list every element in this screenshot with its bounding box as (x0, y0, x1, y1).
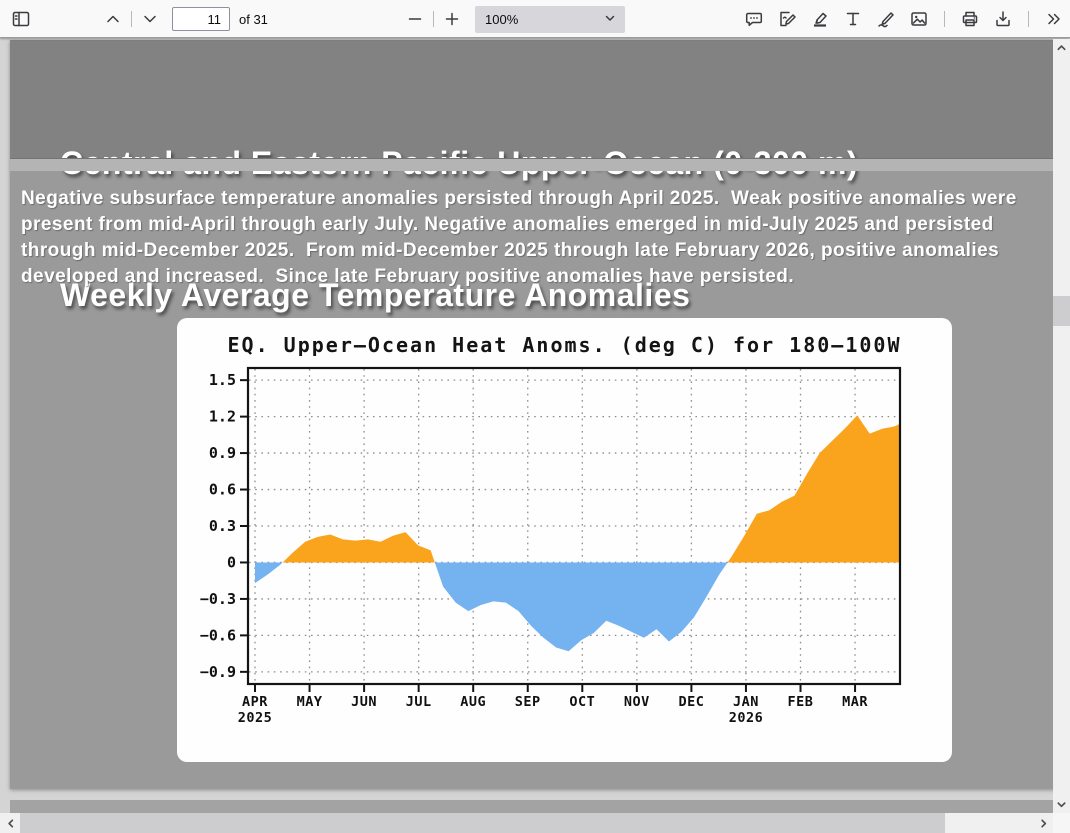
chart-axis-labels: 1.5 1.2 0.9 0.6 0.3 0 −0.3 −0.6 −0.9 APR MAY JUN JUL… (200, 371, 868, 726)
previous-page-button[interactable] (100, 6, 126, 32)
horizontal-scrollbar[interactable] (0, 813, 1053, 833)
svg-text:JAN: JAN (733, 694, 759, 710)
toolbar-divider (131, 11, 132, 27)
page-number-input[interactable] (172, 7, 230, 31)
image-icon (909, 9, 929, 29)
chart-title: EQ. Upper–Ocean Heat Anoms. (deg C) for … (227, 333, 902, 357)
chart-card: EQ. Upper–Ocean Heat Anoms. (deg C) for … (177, 318, 952, 762)
highlighter-icon (810, 9, 830, 29)
scrollbar-corner (1053, 813, 1070, 833)
pdf-toolbar: of 31 100% (0, 0, 1070, 38)
save-button[interactable] (990, 6, 1016, 32)
toolbar-left-group: of 31 (8, 0, 268, 38)
more-tools-button[interactable] (1041, 6, 1067, 32)
svg-text:0.6: 0.6 (209, 481, 236, 499)
print-button[interactable] (957, 6, 983, 32)
chevron-up-icon (103, 9, 123, 29)
zoom-select[interactable]: 100% (475, 5, 625, 33)
zoom-value-label: 100% (485, 11, 519, 27)
sidebar-icon (11, 9, 31, 29)
toolbar-zoom-group: 100% (402, 0, 625, 38)
svg-text:APR: APR (242, 694, 268, 710)
svg-text:AUG: AUG (460, 694, 486, 710)
svg-text:FEB: FEB (788, 694, 814, 710)
svg-text:0.3: 0.3 (209, 517, 236, 535)
toolbar-divider (1028, 11, 1029, 27)
chart-area-series (255, 415, 899, 652)
scroll-left-button[interactable] (0, 813, 20, 833)
svg-text:SEP: SEP (515, 694, 541, 710)
horizontal-scrollbar-thumb[interactable] (20, 813, 945, 833)
scroll-down-button[interactable] (1053, 796, 1070, 813)
toolbar-right-group (741, 0, 1067, 38)
svg-text:JUL: JUL (406, 694, 432, 710)
toolbar-divider (944, 11, 945, 27)
scroll-up-button[interactable] (1053, 39, 1070, 56)
svg-text:2025: 2025 (238, 710, 273, 726)
slide-header: Central and Eastern Pacific Upper-Ocean … (10, 40, 1070, 313)
svg-text:NOV: NOV (624, 694, 650, 710)
highlight-button[interactable] (807, 6, 833, 32)
svg-text:2026: 2026 (729, 710, 764, 726)
page-count-label: of 31 (239, 11, 268, 27)
minus-icon (405, 9, 425, 29)
svg-text:−0.3: −0.3 (200, 590, 236, 608)
text-button[interactable] (840, 6, 866, 32)
svg-text:MAR: MAR (842, 694, 868, 710)
next-page-button[interactable] (137, 6, 163, 32)
comment-icon (744, 9, 764, 29)
scroll-right-button[interactable] (1033, 813, 1053, 833)
pdf-page: Central and Eastern Pacific Upper-Ocean … (10, 40, 1070, 789)
svg-text:0.9: 0.9 (209, 444, 236, 462)
vertical-scrollbar[interactable] (1053, 39, 1070, 813)
signature-button[interactable] (774, 6, 800, 32)
pencil-icon (876, 9, 896, 29)
anomaly-chart: 1.5 1.2 0.9 0.6 0.3 0 −0.3 −0.6 −0.9 APR MAY JUN JUL… (200, 366, 902, 726)
paragraph-line: present from mid-April through early Jul… (21, 214, 994, 235)
next-page-preview (10, 800, 1070, 813)
svg-text:JUN: JUN (351, 694, 377, 710)
text-icon (843, 9, 863, 29)
svg-text:DEC: DEC (678, 694, 704, 710)
double-chevron-right-icon (1044, 9, 1064, 29)
download-icon (993, 9, 1013, 29)
sidebar-toggle-button[interactable] (8, 6, 34, 32)
pdf-viewer-area: Central and Eastern Pacific Upper-Ocean … (0, 39, 1070, 833)
paragraph-line: developed and increased. Since late Febr… (21, 266, 795, 287)
svg-text:−0.6: −0.6 (200, 626, 236, 644)
chevron-down-icon (604, 12, 616, 27)
svg-text:1.2: 1.2 (209, 408, 236, 426)
paragraph-line: through mid-December 2025. From mid-Dece… (21, 240, 1000, 261)
slide-title-line2: Weekly Average Temperature Anomalies (60, 277, 691, 313)
plus-icon (442, 9, 462, 29)
paragraph-line: Negative subsurface temperature anomalie… (21, 188, 1017, 209)
toolbar-divider (433, 11, 434, 27)
zoom-in-button[interactable] (439, 6, 465, 32)
zoom-out-button[interactable] (402, 6, 428, 32)
chart-axes (240, 366, 902, 692)
svg-text:0: 0 (227, 553, 236, 571)
draw-button[interactable] (873, 6, 899, 32)
chevron-down-icon (140, 9, 160, 29)
comment-button[interactable] (741, 6, 767, 32)
slide-separator (10, 158, 1070, 171)
svg-text:1.5: 1.5 (209, 371, 236, 389)
svg-text:−0.9: −0.9 (200, 663, 236, 681)
vertical-scrollbar-thumb[interactable] (1053, 296, 1070, 326)
print-icon (960, 9, 980, 29)
svg-text:MAY: MAY (297, 694, 323, 710)
signature-icon (777, 9, 797, 29)
svg-text:OCT: OCT (569, 694, 595, 710)
slide-paragraph: Negative subsurface temperature anomalie… (21, 186, 1070, 290)
image-button[interactable] (906, 6, 932, 32)
